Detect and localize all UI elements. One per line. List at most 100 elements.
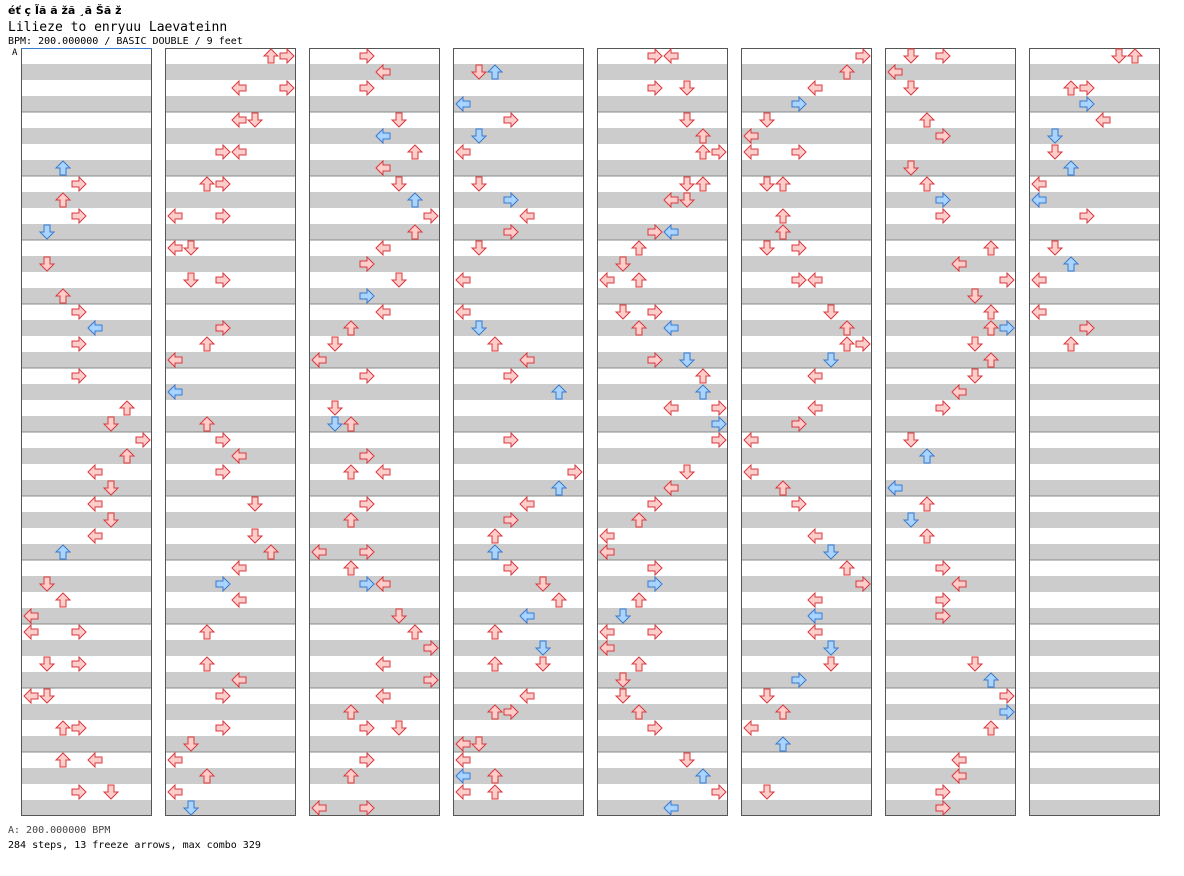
step-arrow bbox=[1126, 48, 1144, 64]
beat-stripe bbox=[597, 512, 728, 528]
step-arrow bbox=[758, 240, 776, 256]
section-label: A bbox=[12, 48, 18, 58]
step-arrow bbox=[215, 687, 231, 705]
beat-stripe bbox=[21, 704, 152, 720]
step-arrow bbox=[807, 271, 823, 289]
step-arrow bbox=[599, 527, 615, 545]
chart-panel-4 bbox=[453, 48, 584, 816]
step-arrow bbox=[694, 384, 712, 400]
step-arrow bbox=[519, 207, 535, 225]
song-title-japanese: éť ç Ĩã ă žă ¸ă Šă ž bbox=[8, 4, 122, 17]
step-arrow bbox=[167, 751, 183, 769]
step-arrow bbox=[54, 720, 72, 736]
step-arrow bbox=[23, 607, 39, 625]
step-arrow bbox=[774, 224, 792, 240]
beat-stripe bbox=[597, 384, 728, 400]
beat-stripe bbox=[1029, 640, 1160, 656]
beat-stripe bbox=[597, 672, 728, 688]
step-arrow bbox=[215, 463, 231, 481]
step-arrow bbox=[406, 224, 424, 240]
panel-border bbox=[165, 48, 296, 816]
step-arrow bbox=[486, 528, 504, 544]
step-arrow bbox=[694, 768, 712, 784]
step-arrow bbox=[630, 656, 648, 672]
step-arrow bbox=[342, 416, 360, 432]
step-arrow bbox=[311, 799, 327, 817]
beat-stripe bbox=[1029, 608, 1160, 624]
step-arrow bbox=[902, 432, 920, 448]
beat-stripe bbox=[1029, 256, 1160, 272]
step-arrow bbox=[935, 591, 951, 609]
step-arrow bbox=[87, 751, 103, 769]
step-arrow bbox=[822, 544, 840, 560]
step-arrow bbox=[614, 304, 632, 320]
step-arrow bbox=[1031, 191, 1047, 209]
beat-stripe bbox=[453, 672, 584, 688]
step-arrow bbox=[966, 288, 984, 304]
beat-stripe bbox=[597, 448, 728, 464]
step-arrow bbox=[342, 512, 360, 528]
beat-stripe bbox=[21, 288, 152, 304]
step-arrow bbox=[359, 47, 375, 65]
step-arrow bbox=[470, 176, 488, 192]
step-arrow bbox=[231, 447, 247, 465]
step-arrow bbox=[966, 368, 984, 384]
step-arrow bbox=[38, 256, 56, 272]
beat-stripe bbox=[885, 448, 1016, 464]
beat-stripe bbox=[741, 704, 872, 720]
beat-stripe bbox=[741, 64, 872, 80]
beat-stripe bbox=[1029, 736, 1160, 752]
step-arrow bbox=[87, 319, 103, 337]
step-arrow bbox=[918, 528, 936, 544]
step-arrow bbox=[198, 336, 216, 352]
beat-stripe bbox=[885, 384, 1016, 400]
beat-stripe bbox=[21, 320, 152, 336]
step-arrow bbox=[791, 415, 807, 433]
beat-stripe bbox=[309, 736, 440, 752]
step-arrow bbox=[390, 272, 408, 288]
beat-stripe bbox=[741, 288, 872, 304]
beat-stripe bbox=[453, 64, 584, 80]
beat-stripe bbox=[885, 704, 1016, 720]
step-arrow bbox=[663, 47, 679, 65]
beat-stripe bbox=[21, 544, 152, 560]
step-arrow bbox=[359, 447, 375, 465]
step-arrow bbox=[215, 207, 231, 225]
step-arrow bbox=[246, 528, 264, 544]
beat-stripe bbox=[597, 416, 728, 432]
step-arrow bbox=[231, 671, 247, 689]
step-arrow bbox=[359, 751, 375, 769]
beat-stripe bbox=[885, 576, 1016, 592]
beat-stripe bbox=[1029, 416, 1160, 432]
beat-stripe bbox=[741, 640, 872, 656]
step-arrow bbox=[38, 576, 56, 592]
beat-stripe bbox=[597, 64, 728, 80]
step-arrow bbox=[470, 64, 488, 80]
beat-stripe bbox=[165, 640, 296, 656]
step-arrow bbox=[678, 192, 696, 208]
step-arrow bbox=[406, 192, 424, 208]
step-arrow bbox=[71, 335, 87, 353]
step-arrow bbox=[678, 752, 696, 768]
step-arrow bbox=[167, 383, 183, 401]
beat-stripe bbox=[885, 64, 1016, 80]
beat-stripe bbox=[597, 480, 728, 496]
step-arrow bbox=[647, 559, 663, 577]
step-arrow bbox=[1046, 240, 1064, 256]
step-arrow bbox=[758, 784, 776, 800]
beat-stripe bbox=[885, 224, 1016, 240]
step-arrow bbox=[359, 495, 375, 513]
beat-stripe bbox=[165, 352, 296, 368]
beat-stripe bbox=[309, 608, 440, 624]
beat-stripe bbox=[1029, 576, 1160, 592]
step-arrow bbox=[359, 367, 375, 385]
step-arrow bbox=[326, 416, 344, 432]
step-arrow bbox=[375, 63, 391, 81]
step-arrow bbox=[758, 688, 776, 704]
beat-stripe bbox=[885, 544, 1016, 560]
step-arrow bbox=[647, 303, 663, 321]
beat-stripe bbox=[21, 96, 152, 112]
step-arrow bbox=[455, 735, 471, 753]
step-arrow bbox=[71, 175, 87, 193]
step-arrow bbox=[359, 719, 375, 737]
